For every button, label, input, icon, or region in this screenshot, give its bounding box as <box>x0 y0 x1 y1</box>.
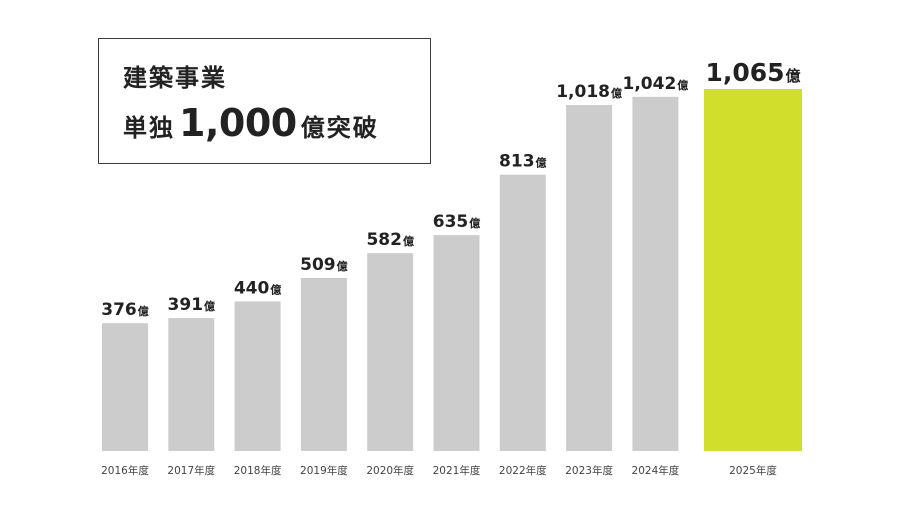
value-label-2017年度: 391億 <box>168 295 216 315</box>
bar-2018年度 <box>234 301 281 451</box>
value-label-2016年度: 376億 <box>101 300 149 320</box>
x-tick-label-2022年度: 2022年度 <box>499 464 547 477</box>
headline-number: 1,000 <box>179 101 297 145</box>
bar-2024年度 <box>632 96 679 451</box>
value-label-2023年度: 1,018億 <box>556 82 622 102</box>
x-tick-label-2023年度: 2023年度 <box>565 464 613 477</box>
bar-2019年度 <box>300 277 347 451</box>
bar-2016年度 <box>102 323 148 451</box>
bar-2025年度 <box>704 89 802 451</box>
x-tick-label-2019年度: 2019年度 <box>300 464 348 477</box>
headline-suffix: 億突破 <box>300 114 379 142</box>
bar-2020年度 <box>367 253 414 451</box>
value-label-2024年度: 1,042億 <box>623 74 689 94</box>
headline-box: 建築事業 単独 1,000 億突破 <box>98 38 431 164</box>
x-tick-label-2018年度: 2018年度 <box>234 464 282 477</box>
value-label-2021年度: 635億 <box>433 212 481 232</box>
x-tick-label-2020年度: 2020年度 <box>366 464 414 477</box>
value-label-2019年度: 509億 <box>300 255 348 275</box>
x-tick-label-2025年度: 2025年度 <box>729 464 777 477</box>
headline-line1: 建築事業 <box>123 64 227 92</box>
value-label-2025年度: 1,065億 <box>705 58 800 87</box>
headline-line2: 単独 1,000 億突破 <box>123 101 379 145</box>
value-label-2020年度: 582億 <box>366 230 414 250</box>
value-label-2022年度: 813億 <box>499 152 547 172</box>
x-tick-label-2021年度: 2021年度 <box>433 464 481 477</box>
x-tick-label-2017年度: 2017年度 <box>167 464 215 477</box>
bar-2017年度 <box>168 318 215 451</box>
bar-2023年度 <box>566 104 613 451</box>
x-tick-label-2016年度: 2016年度 <box>101 464 149 477</box>
bar-2022年度 <box>499 174 546 451</box>
bar-2021年度 <box>433 235 480 451</box>
value-label-2018年度: 440億 <box>234 278 282 298</box>
x-tick-label-2024年度: 2024年度 <box>632 464 680 477</box>
headline-prefix: 単独 <box>123 114 175 142</box>
